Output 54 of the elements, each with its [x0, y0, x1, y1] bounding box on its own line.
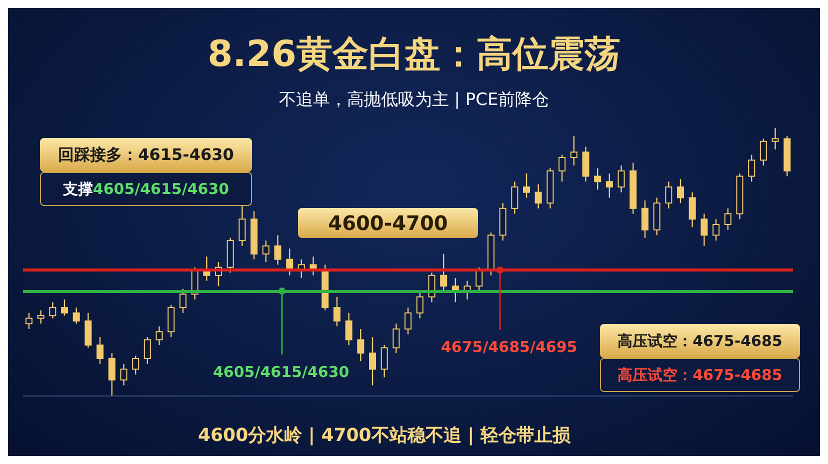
candlestick — [748, 154, 756, 182]
candlestick — [534, 184, 542, 209]
candlestick — [345, 312, 352, 346]
note-panel: 支撑4605/4615/4630 — [40, 172, 252, 206]
candlestick — [357, 328, 364, 362]
candlestick — [274, 234, 282, 266]
candlestick — [606, 172, 613, 198]
candlestick — [618, 164, 625, 193]
candlestick — [49, 302, 56, 319]
candlestick — [570, 135, 578, 166]
candlestick — [772, 128, 779, 150]
candlestick — [72, 306, 80, 324]
candlestick — [712, 218, 720, 242]
candlestick — [440, 253, 448, 292]
candlestick — [144, 336, 151, 364]
candlestick — [511, 181, 518, 214]
note-panel: 高压试空：4675-4685 — [600, 358, 800, 392]
candlestick — [641, 200, 648, 238]
candlestick — [404, 306, 412, 335]
candlestick — [37, 310, 44, 324]
candlestick — [61, 298, 68, 316]
candlestick — [392, 323, 400, 354]
candlestick — [238, 205, 246, 247]
candlestick — [523, 172, 530, 198]
candlestick — [179, 288, 186, 314]
candlestick — [369, 336, 376, 386]
candlestick — [262, 240, 270, 263]
candlestick — [677, 178, 684, 204]
annotation: 4600-4700 — [298, 208, 478, 238]
candlestick — [156, 326, 163, 346]
annotation: 4675/4685/4695 — [441, 338, 578, 356]
candlestick — [96, 336, 104, 364]
candlestick — [108, 352, 116, 396]
candlestick — [120, 363, 128, 386]
candlestick — [25, 312, 32, 330]
candlestick — [594, 168, 602, 190]
annotation: 回踩接多：4615-4630 — [40, 138, 252, 172]
chart-title: 8.26黄金白盘：高位震荡 — [206, 33, 622, 77]
annotation: 4605/4615/4630 — [92, 180, 230, 198]
candlestick — [416, 290, 424, 319]
annotation: 支撑 — [62, 180, 93, 198]
chart-subtitle: 不追单，高抛低吸为主 | PCE前降仓 — [278, 89, 550, 111]
candlestick — [760, 138, 767, 166]
candlestick — [665, 181, 672, 209]
candlestick — [558, 154, 566, 182]
candlestick — [688, 192, 696, 228]
candlestick — [724, 208, 732, 230]
candlestick — [380, 344, 388, 378]
annotation: 高压试空：4675-4685 — [600, 324, 800, 358]
candlestick — [333, 296, 340, 327]
candlestick — [700, 213, 708, 247]
candlestick — [132, 355, 140, 376]
text: 4600分水岭 | 4700不站稳不追 | 轻仓带止损 — [198, 424, 570, 447]
annotation: 4605/4615/4630 — [213, 363, 350, 381]
